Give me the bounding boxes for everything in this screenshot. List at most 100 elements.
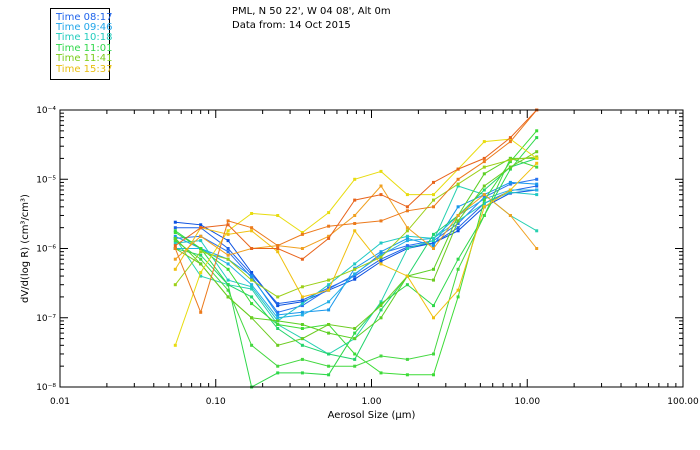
data-point-7-5 bbox=[300, 343, 304, 347]
data-point-15-13 bbox=[508, 188, 512, 192]
data-point-11-10 bbox=[432, 267, 435, 271]
data-point-4-7 bbox=[353, 272, 357, 276]
data-point-17-4 bbox=[276, 244, 280, 248]
data-point-7-7 bbox=[353, 357, 357, 361]
data-point-16-2 bbox=[226, 253, 230, 257]
data-point-9-13 bbox=[508, 160, 512, 164]
y-tick-label: 10⁻⁴ bbox=[36, 106, 56, 116]
data-point-7-12 bbox=[482, 188, 486, 192]
data-point-1-5 bbox=[300, 298, 304, 302]
data-point-8-5 bbox=[300, 371, 304, 375]
data-point-10-8 bbox=[379, 354, 383, 358]
data-point-2-12 bbox=[482, 195, 486, 199]
data-point-11-12 bbox=[482, 172, 486, 176]
data-point-12-14 bbox=[535, 150, 539, 154]
data-point-4-2 bbox=[226, 262, 230, 266]
data-point-3-13 bbox=[508, 180, 512, 184]
data-point-18-10 bbox=[432, 180, 435, 184]
data-point-2-9 bbox=[405, 244, 409, 248]
data-point-3-14 bbox=[535, 182, 539, 186]
data-point-15-10 bbox=[432, 316, 435, 320]
data-point-3-6 bbox=[327, 308, 331, 312]
data-point-12-1 bbox=[199, 262, 203, 266]
data-point-14-14 bbox=[535, 156, 539, 160]
data-point-9-8 bbox=[379, 371, 383, 375]
data-point-12-7 bbox=[353, 327, 357, 330]
data-point-4-9 bbox=[405, 239, 409, 243]
data-point-12-4 bbox=[276, 343, 280, 347]
data-point-17-6 bbox=[327, 224, 331, 228]
data-point-13-10 bbox=[432, 198, 435, 202]
data-point-14-10 bbox=[432, 193, 435, 197]
data-point-8-11 bbox=[456, 257, 460, 261]
y-tick-label: 10⁻⁵ bbox=[36, 175, 56, 185]
chart-header-location: PML, N 50 22', W 04 08', Alt 0m bbox=[232, 6, 391, 17]
data-point-15-6 bbox=[327, 288, 331, 292]
data-point-11-5 bbox=[300, 323, 304, 326]
data-point-15-0 bbox=[173, 267, 177, 271]
x-tick-label: 100.00 bbox=[667, 397, 699, 407]
data-point-9-4 bbox=[276, 323, 280, 326]
data-point-9-2 bbox=[226, 267, 230, 271]
data-point-18-9 bbox=[405, 205, 409, 209]
data-point-9-5 bbox=[300, 327, 304, 330]
data-point-17-10 bbox=[432, 205, 435, 209]
data-point-1-14 bbox=[535, 184, 539, 188]
data-point-8-10 bbox=[432, 304, 435, 308]
data-point-14-3 bbox=[250, 212, 254, 215]
data-point-16-10 bbox=[432, 247, 435, 250]
data-point-15-5 bbox=[300, 295, 304, 299]
data-point-3-0 bbox=[173, 234, 177, 238]
data-point-7-4 bbox=[276, 327, 280, 330]
data-point-2-11 bbox=[456, 222, 460, 225]
data-point-5-0 bbox=[173, 241, 177, 245]
data-point-7-3 bbox=[250, 295, 254, 299]
data-point-8-6 bbox=[327, 373, 331, 377]
data-point-13-1 bbox=[199, 250, 203, 254]
data-point-13-6 bbox=[327, 278, 331, 282]
data-point-17-1 bbox=[199, 310, 203, 314]
data-point-18-8 bbox=[379, 193, 383, 197]
data-point-16-9 bbox=[405, 226, 409, 230]
data-point-11-6 bbox=[327, 331, 331, 335]
data-point-16-8 bbox=[379, 184, 383, 188]
data-point-1-11 bbox=[456, 226, 460, 230]
x-tick-label: 1.00 bbox=[361, 397, 381, 407]
data-point-5-2 bbox=[226, 278, 230, 282]
data-point-11-7 bbox=[353, 337, 357, 341]
data-point-9-1 bbox=[199, 247, 203, 250]
data-point-15-7 bbox=[353, 229, 357, 233]
data-point-12-3 bbox=[250, 316, 254, 320]
data-point-10-3 bbox=[250, 343, 254, 347]
data-point-10-11 bbox=[456, 267, 460, 271]
data-point-17-11 bbox=[456, 177, 460, 181]
data-point-14-9 bbox=[405, 193, 409, 197]
data-point-5-7 bbox=[353, 262, 357, 266]
legend-entry-5: Time 15:37 bbox=[56, 64, 113, 75]
data-point-17-5 bbox=[300, 232, 304, 236]
data-point-11-4 bbox=[276, 319, 280, 323]
data-point-4-14 bbox=[535, 188, 539, 192]
data-point-2-5 bbox=[300, 304, 304, 308]
data-point-13-12 bbox=[482, 165, 486, 169]
data-point-5-14 bbox=[535, 193, 539, 197]
data-point-5-8 bbox=[379, 241, 383, 245]
data-point-17-2 bbox=[226, 219, 230, 223]
data-point-10-12 bbox=[482, 214, 486, 217]
data-point-14-5 bbox=[300, 231, 304, 234]
y-axis-label: dV/d(log R) (cm³/cm³) bbox=[20, 194, 31, 303]
data-point-10-0 bbox=[173, 239, 177, 243]
data-point-13-2 bbox=[226, 257, 230, 261]
data-point-1-4 bbox=[276, 302, 280, 306]
data-point-8-8 bbox=[379, 302, 383, 306]
data-point-10-10 bbox=[432, 352, 435, 356]
data-point-3-10 bbox=[432, 244, 435, 248]
legend-entry-3: Time 11:01 bbox=[56, 43, 113, 54]
data-point-12-8 bbox=[379, 304, 383, 308]
data-point-15-9 bbox=[405, 274, 409, 278]
x-tick-label: 10.00 bbox=[514, 397, 540, 407]
y-tick-label: 10⁻⁸ bbox=[36, 383, 56, 393]
data-point-9-3 bbox=[250, 302, 254, 306]
data-point-13-3 bbox=[250, 278, 254, 282]
